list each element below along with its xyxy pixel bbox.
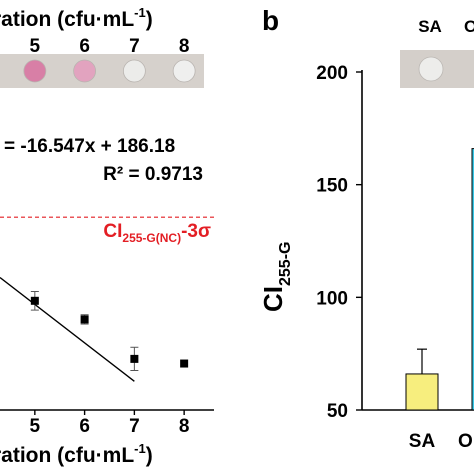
panel-letter-b: b: [262, 5, 279, 36]
threshold-label: CI255-G(NC)-3σ: [103, 221, 211, 245]
strip-dot: [23, 59, 47, 83]
data-point: [180, 359, 189, 368]
y-tick-label: 50: [327, 401, 348, 422]
right-strip-label-sa: SA: [418, 17, 442, 36]
left-header-label: tration (cfu·mL-1): [0, 5, 153, 31]
left-header-tick-labels: 5 6 7 8: [30, 36, 190, 57]
bar: [405, 373, 439, 411]
x-tick-label: 7: [129, 416, 140, 437]
right-strip-label-o: O: [464, 17, 474, 36]
fit-line: [0, 276, 135, 382]
right-y-axis-label: CI255-G: [258, 242, 294, 312]
header-tick-label: 5: [30, 36, 41, 57]
r-squared: R² = 0.9713: [103, 164, 203, 185]
data-point: [80, 315, 89, 324]
bar: [471, 148, 474, 411]
left-x-axis-label: tration (cfu·mL-1): [0, 441, 153, 467]
strip-dot: [73, 59, 97, 83]
x-tick-label: 8: [179, 416, 190, 437]
x-tick-label: O: [458, 431, 473, 452]
right-strip-dot: [418, 56, 444, 82]
strip-dot: [122, 59, 146, 83]
fit-equation: = -16.547x + 186.18: [4, 136, 175, 157]
data-point: [130, 354, 139, 363]
x-tick-label: 5: [30, 416, 41, 437]
y-tick-label: 100: [316, 288, 348, 309]
left-plot-area: 5 6 7 8: [0, 276, 190, 437]
data-point: [30, 296, 39, 305]
y-tick-label: 200: [316, 63, 348, 84]
header-tick-label: 7: [129, 36, 140, 57]
x-tick-label: 6: [79, 416, 90, 437]
right-plot-area: 50 100 150 200 SA O: [316, 63, 474, 452]
x-tick-label: SA: [409, 431, 436, 452]
left-strip-dots: [23, 59, 196, 83]
strip-dot: [172, 59, 196, 83]
header-tick-label: 8: [179, 36, 190, 57]
header-tick-label: 6: [79, 36, 90, 57]
y-tick-label: 150: [316, 176, 348, 197]
